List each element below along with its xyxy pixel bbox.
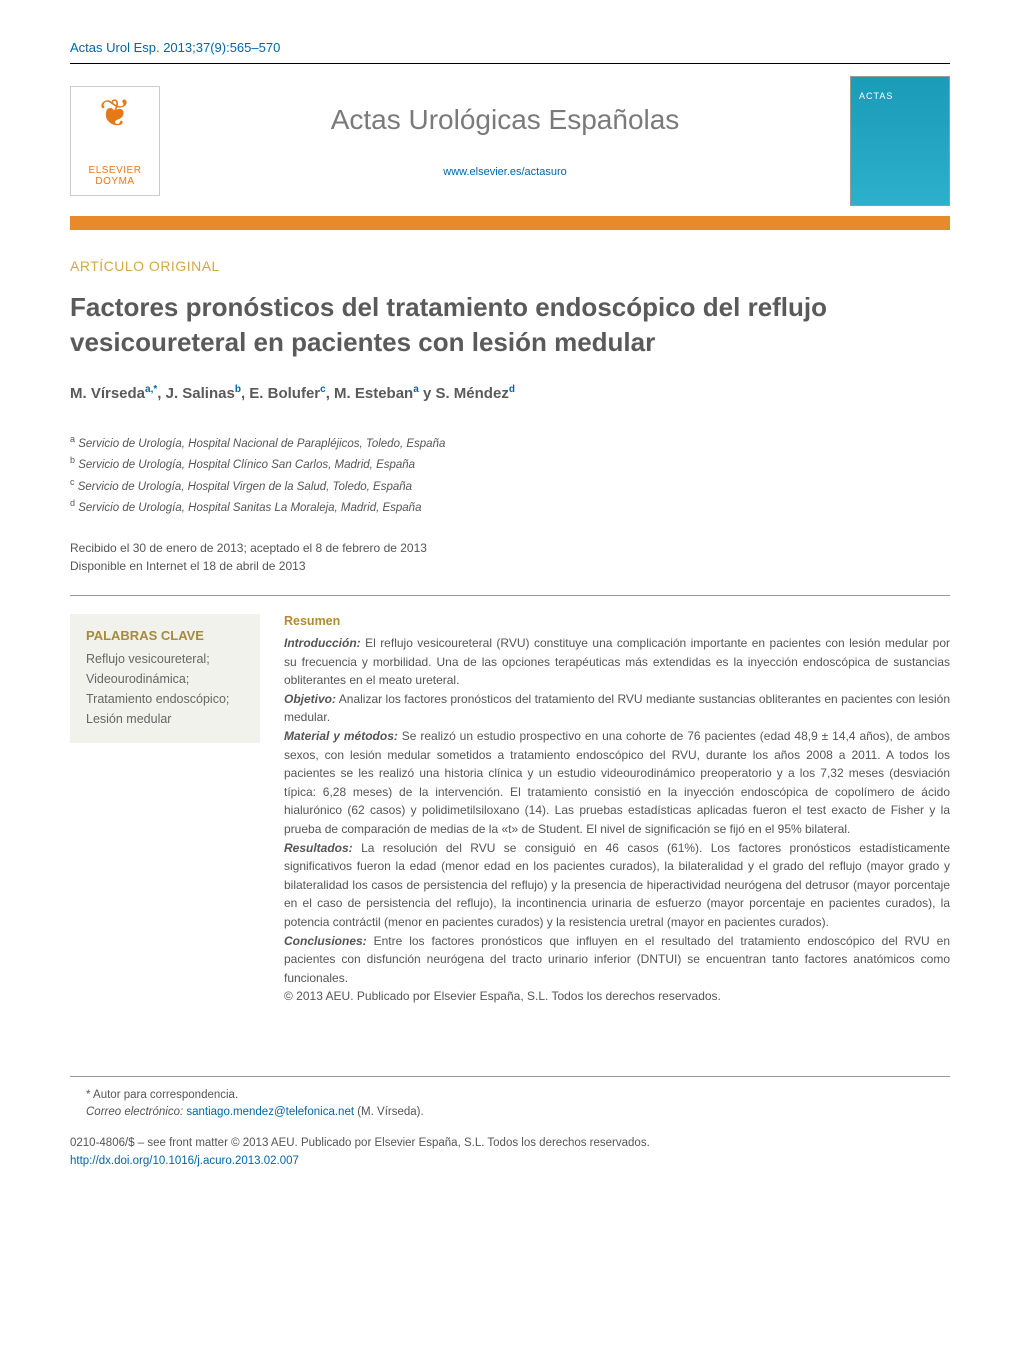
authors-line: M. Vírsedaa,*, J. Salinasb, E. Boluferc,… [70,384,950,402]
abstract-results-label: Resultados: [284,841,353,855]
abstract-intro-text: El reflujo vesicoureteral (RVU) constitu… [284,636,950,687]
keywords-heading: PALABRAS CLAVE [86,628,244,643]
affiliation: a Servicio de Urología, Hospital Naciona… [70,432,950,453]
author-mark: d [509,384,515,395]
abstract-heading: Resumen [284,614,950,628]
journal-cover-thumbnail [850,76,950,206]
author-mark: c [320,384,326,395]
footer-meta: 0210-4806/$ – see front matter © 2013 AE… [70,1135,950,1170]
author: M. Vírseda [70,385,145,402]
correspondence-star: * Autor para correspondencia. [86,1087,950,1104]
keywords-list: Reflujo vesicoureteral; Videourodinámica… [86,649,244,729]
article-title: Factores pronósticos del tratamiento end… [70,290,950,360]
correspondence-email-link[interactable]: santiago.mendez@telefonica.net [186,1106,354,1118]
top-rule [70,63,950,64]
correspondence-block: * Autor para correspondencia. Correo ele… [70,1087,950,1122]
footer-copyright-line: 0210-4806/$ – see front matter © 2013 AE… [70,1135,950,1152]
journal-name: Actas Urológicas Españolas [180,104,830,136]
abstract-methods-text: Se realizó un estudio prospectivo en una… [284,729,950,836]
publisher-name: ELSEVIER DOYMA [77,165,153,187]
abstract-conclusions-label: Conclusiones: [284,934,367,948]
article-dates: Recibido el 30 de enero de 2013; aceptad… [70,539,950,575]
abstract-body: Introducción: El reflujo vesicoureteral … [284,634,950,1006]
abstract-methods-label: Material y métodos: [284,729,398,743]
orange-divider-bar [70,216,950,230]
keywords-box: PALABRAS CLAVE Reflujo vesicoureteral; V… [70,614,260,743]
journal-title-block: Actas Urológicas Españolas www.elsevier.… [180,104,830,178]
bottom-rule [70,1076,950,1077]
correspondence-email-label: Correo electrónico: [86,1106,183,1118]
author: M. Esteban [334,385,413,402]
abstract-results-text: La resolución del RVU se consiguió en 46… [284,841,950,929]
citation-header: Actas Urol Esp. 2013;37(9):565–570 [70,40,950,55]
author: S. Méndez [435,385,508,402]
article-type-label: ARTÍCULO ORIGINAL [70,258,950,274]
affiliation: b Servicio de Urología, Hospital Clínico… [70,453,950,474]
elsevier-tree-icon: ❦ [77,95,153,133]
abstract-objective-text: Analizar los factores pronósticos del tr… [284,692,950,725]
author: J. Salinas [166,385,235,402]
affiliations-block: a Servicio de Urología, Hospital Naciona… [70,432,950,517]
affiliation: d Servicio de Urología, Hospital Sanitas… [70,496,950,517]
abstract-copyright: © 2013 AEU. Publicado por Elsevier Españ… [284,989,721,1003]
abstract-intro-label: Introducción: [284,636,361,650]
author-mark: a,* [145,384,157,395]
abstract-column: Resumen Introducción: El reflujo vesicou… [284,614,950,1006]
author-mark: a [413,384,419,395]
journal-banner: ❦ ELSEVIER DOYMA Actas Urológicas Españo… [70,76,950,206]
author-mark: b [235,384,241,395]
publisher-logo: ❦ ELSEVIER DOYMA [70,86,160,196]
online-date: Disponible en Internet el 18 de abril de… [70,557,950,575]
abstract-area: PALABRAS CLAVE Reflujo vesicoureteral; V… [70,595,950,1006]
journal-url-link[interactable]: www.elsevier.es/actasuro [180,166,830,178]
author: E. Bolufer [249,385,320,402]
received-accepted-date: Recibido el 30 de enero de 2013; aceptad… [70,539,950,557]
abstract-objective-label: Objetivo: [284,692,336,706]
correspondence-email-author: (M. Vírseda). [354,1106,424,1118]
abstract-conclusions-text: Entre los factores pronósticos que influ… [284,934,950,985]
doi-link[interactable]: http://dx.doi.org/10.1016/j.acuro.2013.0… [70,1155,299,1167]
affiliation: c Servicio de Urología, Hospital Virgen … [70,475,950,496]
